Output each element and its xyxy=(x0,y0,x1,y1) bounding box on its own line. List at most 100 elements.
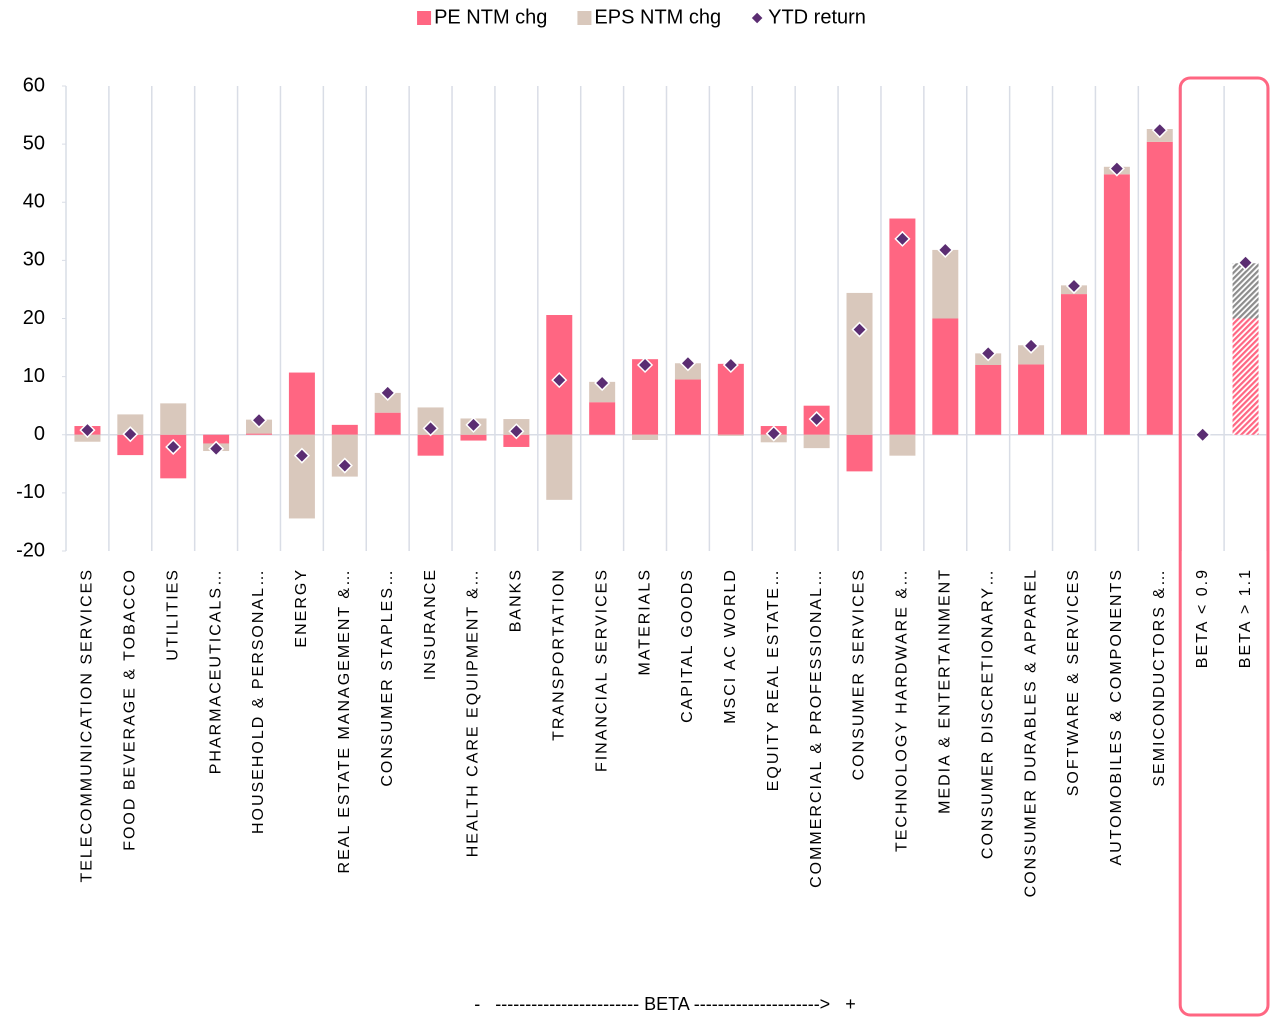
x-tick-label: BETA > 1.1 xyxy=(1237,568,1254,668)
bar xyxy=(117,434,144,456)
ytd-marker xyxy=(208,440,225,457)
x-tick-label: EQUITY REAL ESTATE… xyxy=(765,568,782,791)
y-tick-label: -10 xyxy=(16,481,45,503)
legend-swatch xyxy=(577,11,592,25)
bar xyxy=(288,434,315,519)
legend-label: EPS NTM chg xyxy=(594,6,721,28)
legend-marker xyxy=(750,11,764,25)
legend: PE NTM chg EPS NTM chg YTD return xyxy=(417,6,866,28)
bar xyxy=(632,434,659,440)
ytd-marker xyxy=(551,372,568,389)
bar xyxy=(1232,318,1259,435)
ytd-marker xyxy=(79,422,96,439)
bar xyxy=(717,434,744,436)
x-tick-label: AUTOMOBILES & COMPONENTS xyxy=(1108,568,1125,866)
y-tick-label: 30 xyxy=(23,249,45,271)
x-tick-label: MEDIA & ENTERTAINMENT xyxy=(937,568,954,814)
ytd-marker xyxy=(679,355,697,372)
x-tick-label: MATERIALS xyxy=(636,568,653,676)
ytd-marker xyxy=(250,412,268,429)
ytd-marker xyxy=(594,374,611,392)
legend-label: PE NTM chg xyxy=(434,6,547,28)
ytd-marker xyxy=(1023,337,1040,354)
x-tick-label: FINANCIAL SERVICES xyxy=(593,568,610,772)
ytd-marker xyxy=(508,423,525,440)
ytd-marker xyxy=(1108,160,1125,177)
bar xyxy=(889,434,916,456)
ytd-marker xyxy=(379,384,396,401)
bar xyxy=(1232,263,1259,319)
x-tick-label: BETA < 0.9 xyxy=(1194,568,1211,668)
x-tick-label: INSURANCE xyxy=(422,568,439,680)
bar xyxy=(932,249,959,319)
bar xyxy=(374,392,401,413)
bar xyxy=(846,292,873,435)
ytd-marker xyxy=(1151,122,1168,139)
bar xyxy=(74,434,101,442)
y-tick-label: 10 xyxy=(23,365,45,387)
ytd-marker xyxy=(293,447,310,464)
bar xyxy=(417,434,444,456)
bar xyxy=(932,318,959,435)
bar xyxy=(717,363,744,435)
ytd-marker xyxy=(808,410,825,428)
bar xyxy=(503,434,530,447)
ytd-marker xyxy=(1237,254,1254,271)
x-tick-label: HOUSEHOLD & PERSONAL… xyxy=(250,568,267,834)
ytd-marker xyxy=(980,345,997,362)
x-tick-label: HEALTH CARE EQUIPMENT &… xyxy=(465,568,482,857)
x-tick-label: TECHNOLOGY HARDWARE &… xyxy=(894,568,911,852)
x-tick-label: TELECOMMUNICATION SERVICES xyxy=(79,568,96,883)
x-tick-label: CONSUMER SERVICES xyxy=(851,568,868,780)
ytd-marker xyxy=(1065,277,1083,295)
ytd-marker xyxy=(336,457,353,474)
bar xyxy=(246,433,273,435)
bar xyxy=(589,381,616,403)
ytd-marker xyxy=(422,420,439,437)
x-tick-label: SOFTWARE & SERVICES xyxy=(1065,568,1082,796)
bar xyxy=(203,434,230,444)
bar xyxy=(803,434,830,449)
ytd-marker xyxy=(894,230,911,247)
bar xyxy=(160,403,187,435)
bar xyxy=(1060,294,1087,435)
bar xyxy=(460,434,487,441)
bar xyxy=(546,434,573,500)
y-tick-label: 20 xyxy=(23,307,45,329)
highlight-box xyxy=(1178,76,1270,1017)
ytd-marker xyxy=(122,426,139,443)
y-tick-label: 60 xyxy=(23,74,45,96)
ytd-marker xyxy=(937,241,954,258)
x-tick-label: COMMERCIAL & PROFESSIONAL… xyxy=(808,568,825,888)
x-tick-label: CAPITAL GOODS xyxy=(679,568,696,723)
bar xyxy=(288,372,315,435)
x-tick-label: PHARMACEUTICALS… xyxy=(207,568,224,774)
bar xyxy=(374,412,401,435)
x-tick-label: CONSUMER DISCRETIONARY… xyxy=(979,568,996,859)
bar xyxy=(674,379,701,435)
ytd-marker xyxy=(636,356,654,374)
x-tick-label: UTILITIES xyxy=(164,568,181,661)
bar xyxy=(975,365,1002,435)
bar xyxy=(117,414,144,435)
x-tick-label: CONSUMER STAPLES… xyxy=(379,568,396,787)
legend-swatch xyxy=(417,11,432,25)
ytd-marker xyxy=(851,321,868,338)
bar xyxy=(1018,345,1045,365)
ytd-marker xyxy=(165,438,182,456)
x-tick-label: REAL ESTATE MANAGEMENT &… xyxy=(336,568,353,873)
x-tick-label: BANKS xyxy=(508,568,525,632)
bar xyxy=(889,218,916,435)
beta-annotation: - ------------------------ BETA --------… xyxy=(474,994,855,1014)
bar xyxy=(589,402,616,435)
bar xyxy=(674,363,701,380)
x-tick-label: FOOD BEVERAGE & TOBACCO xyxy=(122,568,139,851)
bar xyxy=(846,434,873,472)
bar xyxy=(1018,364,1045,435)
x-tick-label: TRANSPORTATION xyxy=(550,568,567,741)
x-tick-label: MSCI AC WORLD xyxy=(722,568,739,724)
bar xyxy=(1146,141,1173,435)
ytd-marker xyxy=(1194,426,1211,443)
ytd-marker xyxy=(722,356,739,374)
